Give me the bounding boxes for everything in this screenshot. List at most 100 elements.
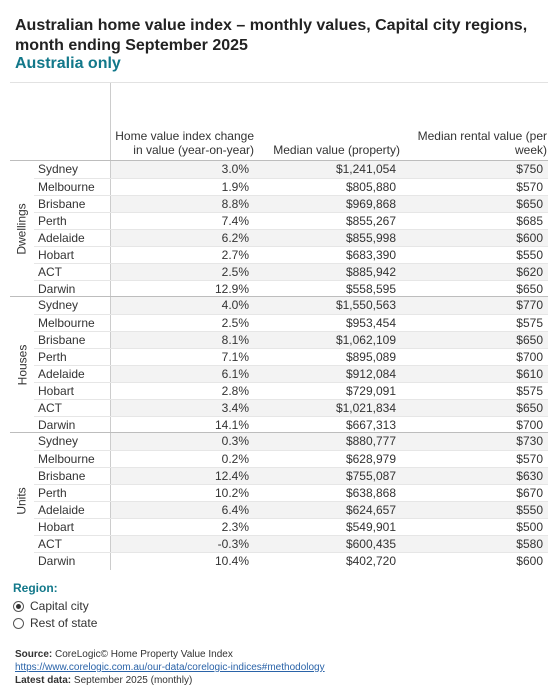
table-row: Hobart 2.7% $683,390 $550 (34, 246, 548, 264)
region-cell: Brisbane (38, 469, 86, 483)
group-label: Dwellings (10, 161, 34, 297)
change-cell: 3.4% (110, 400, 253, 417)
radio-unselected-icon[interactable] (13, 617, 24, 629)
change-cell: 2.3% (110, 519, 253, 536)
methodology-link[interactable]: https://www.corelogic.com.au/our-data/co… (15, 662, 325, 673)
change-cell: 12.9% (110, 281, 253, 298)
median-cell: $638,868 (345, 486, 396, 500)
table-row: Perth 7.1% $895,089 $700 (34, 348, 548, 366)
change-cell: 3.0% (110, 161, 253, 178)
median-cell: $549,901 (345, 520, 396, 534)
region-cell: Melbourne (38, 452, 95, 466)
change-cell: 12.4% (110, 468, 253, 485)
rent-cell: $570 (516, 180, 543, 194)
table-row: Sydney 3.0% $1,241,054 $750 (34, 161, 548, 178)
median-cell: $855,998 (253, 230, 399, 247)
median-cell: $885,942 (253, 264, 399, 281)
change-cell: 7.4% (110, 213, 253, 230)
table-row: Melbourne 2.5% $953,454 $575 (34, 314, 548, 332)
group-separator (10, 432, 548, 433)
median-cell: $1,550,563 (253, 297, 399, 314)
change-cell: 7.1% (110, 349, 253, 366)
region-cell: Brisbane (38, 197, 86, 211)
rent-cell: $575 (516, 316, 543, 330)
table-row: Perth 10.2% $638,868 $670 (34, 484, 548, 502)
rent-cell: $650 (516, 282, 543, 296)
median-cell: $912,084 (253, 366, 399, 383)
region-cell: Adelaide (38, 231, 85, 245)
table-row: Adelaide 6.2% $855,998 $600 (34, 229, 548, 247)
median-cell: $729,091 (345, 384, 396, 398)
radio-label: Rest of state (30, 616, 98, 630)
rent-cell: $685 (516, 214, 543, 228)
table-row: ACT 2.5% $885,942 $620 (34, 263, 548, 281)
region-cell: Hobart (38, 384, 75, 398)
footer: Source: CoreLogic© Home Property Value I… (15, 648, 325, 687)
rent-cell: $610 (399, 366, 548, 383)
column-header-rent: Median rental value (per week) (417, 129, 547, 157)
table-row: Sydney 0.3% $880,777 $730 (34, 433, 548, 450)
region-cell: Hobart (38, 520, 75, 534)
median-cell: $600,435 (253, 536, 399, 553)
source-line: Source: CoreLogic© Home Property Value I… (15, 648, 325, 661)
rent-cell: $650 (399, 332, 548, 349)
rent-cell: $575 (516, 384, 543, 398)
table-row: Brisbane 8.1% $1,062,109 $650 (34, 331, 548, 349)
radio-selected-icon[interactable] (13, 600, 24, 612)
median-cell: $1,241,054 (253, 161, 399, 178)
column-header-change: Home value index change in value (year-o… (115, 129, 254, 157)
table-row: Hobart 2.3% $549,901 $500 (34, 518, 548, 536)
rent-cell: $770 (399, 297, 548, 314)
row-group-1: Houses Sydney 4.0% $1,550,563 $770 Melbourne 2… (10, 297, 548, 434)
group-label-text: Units (15, 487, 29, 515)
rent-cell: $630 (399, 468, 548, 485)
latest-text: September 2025 (monthly) (73, 675, 193, 686)
change-cell: 0.3% (110, 433, 253, 450)
median-cell: $624,657 (253, 502, 399, 519)
change-cell: 14.1% (110, 417, 253, 434)
header-spacer (10, 83, 110, 161)
table-header: Home value index change in value (year-o… (110, 83, 549, 161)
region-cell: Hobart (38, 248, 75, 262)
latest-label: Latest data: (15, 675, 72, 686)
table-row: ACT 3.4% $1,021,834 $650 (34, 399, 548, 417)
change-cell: -0.3% (110, 536, 253, 553)
region-cell: Darwin (38, 554, 76, 568)
region-cell: ACT (38, 401, 62, 415)
median-cell: $1,021,834 (253, 400, 399, 417)
median-cell: $628,979 (345, 452, 396, 466)
change-cell: 2.8% (110, 383, 253, 400)
source-label: Source: (15, 649, 53, 660)
region-cell: Adelaide (38, 367, 85, 381)
rent-cell: $700 (516, 418, 543, 432)
region-cell: Sydney (38, 162, 79, 176)
rent-cell: $580 (399, 536, 548, 553)
median-cell: $953,454 (345, 316, 396, 330)
median-cell: $755,087 (253, 468, 399, 485)
table-row: Brisbane 12.4% $755,087 $630 (34, 467, 548, 485)
change-cell: 10.4% (110, 553, 253, 570)
rent-cell: $650 (399, 400, 548, 417)
table-row: Brisbane 8.8% $969,868 $650 (34, 195, 548, 213)
region-cell: Brisbane (38, 333, 86, 347)
group-label-text: Dwellings (15, 203, 30, 255)
radio-option-capital-city[interactable]: Capital city (13, 598, 97, 614)
table-row: Darwin 10.4% $402,720 $600 (34, 552, 548, 570)
table-row: Melbourne 1.9% $805,880 $570 (34, 178, 548, 196)
change-cell: 2.5% (110, 264, 253, 281)
rent-cell: $620 (399, 264, 548, 281)
region-cell: Perth (38, 486, 67, 500)
page-title: Australian home value index – monthly va… (15, 17, 528, 54)
value-table: Home value index change in value (year-o… (10, 82, 548, 570)
radio-option-rest-of-state[interactable]: Rest of state (13, 615, 97, 631)
change-cell: 2.5% (110, 315, 253, 332)
rent-cell: $670 (516, 486, 543, 500)
table-row: Darwin 12.9% $558,595 $650 (34, 280, 548, 298)
change-cell: 6.2% (110, 230, 253, 247)
change-cell: 8.1% (110, 332, 253, 349)
group-label: Units (10, 433, 34, 569)
region-cell: Perth (38, 350, 67, 364)
latest-line: Latest data: September 2025 (monthly) (15, 674, 325, 687)
source-text: CoreLogic© Home Property Value Index (55, 649, 233, 660)
change-cell: 10.2% (110, 485, 253, 502)
